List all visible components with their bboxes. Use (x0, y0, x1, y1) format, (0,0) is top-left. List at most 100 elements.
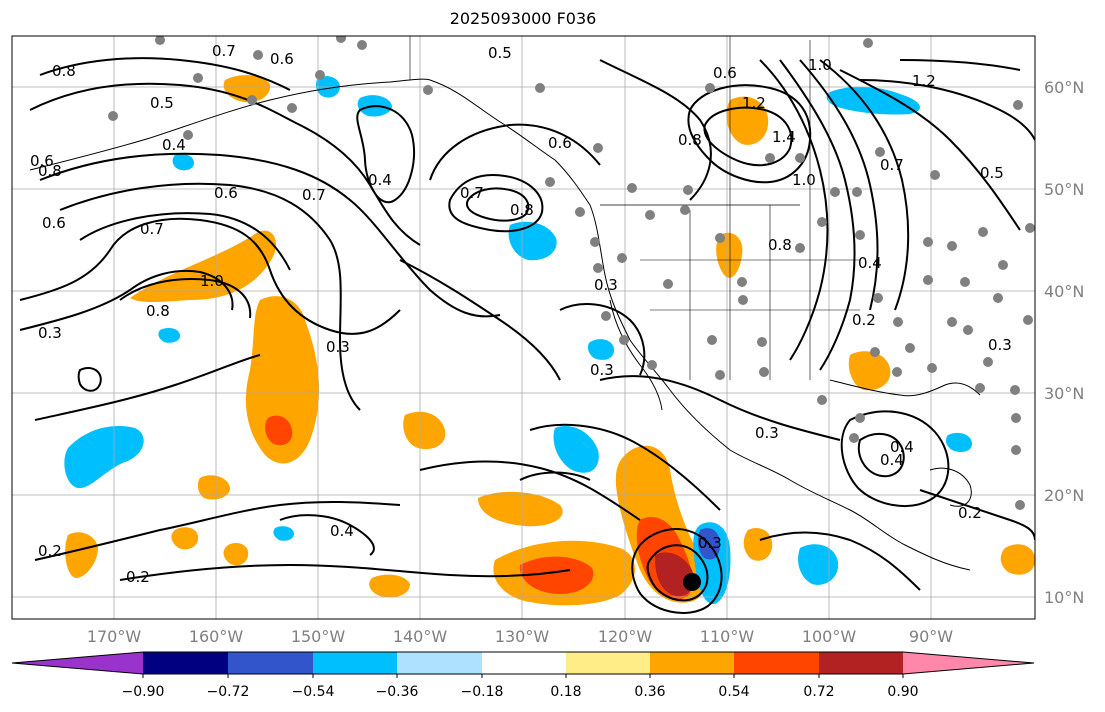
station-dot (852, 187, 862, 197)
contour-label: 0.8 (52, 62, 76, 80)
station-dot (927, 363, 937, 373)
lon-label: 150°W (291, 627, 346, 646)
map-title: 2025093000 F036 (449, 9, 597, 28)
station-dots (108, 36, 1035, 510)
lon-label: 170°W (87, 627, 142, 646)
colorbar-extend-right (903, 652, 1034, 674)
anomaly-area (197, 475, 230, 500)
contour-label: 0.8 (146, 302, 170, 320)
lon-label: 120°W (598, 627, 653, 646)
anomaly-area (1000, 544, 1035, 575)
yucatan-coast (929, 467, 972, 507)
station-dot (545, 177, 555, 187)
lon-label: 90°W (909, 627, 953, 646)
contour-label: 0.8 (678, 131, 702, 149)
contour-label: 0.4 (890, 438, 914, 456)
station-dot (108, 111, 118, 121)
contour-label: 0.4 (162, 136, 186, 154)
longitude-labels: 170°W 160°W 150°W 140°W 130°W 120°W 110°… (87, 627, 953, 646)
contour-labels: 0.8 0.7 0.6 0.5 0.4 0.5 0.6 1.0 1.2 0.6 … (30, 42, 1012, 586)
baja-coast (609, 299, 663, 411)
station-dot (923, 237, 933, 247)
lat-label: 10°N (1044, 588, 1084, 607)
anomaly-area (130, 230, 277, 302)
latitude-labels: 60°N 50°N 40°N 30°N 20°N 10°N (1044, 78, 1084, 607)
station-dot (759, 367, 769, 377)
contour-label: 0.2 (126, 568, 150, 586)
lon-label: 130°W (495, 627, 550, 646)
station-dot (930, 170, 940, 180)
lat-label: 30°N (1044, 384, 1084, 403)
colorbar-tick-label: 0.18 (550, 684, 581, 700)
station-dot (1015, 500, 1025, 510)
negative-anomaly-shading (64, 76, 972, 605)
station-dot (873, 293, 883, 303)
contour-label: 0.3 (755, 424, 779, 442)
contour-label: 0.6 (42, 214, 66, 232)
contour-label: 0.7 (302, 186, 326, 204)
station-dot (738, 295, 748, 305)
station-dot (830, 187, 840, 197)
station-dot (715, 233, 725, 243)
lat-label: 40°N (1044, 282, 1084, 301)
station-dot (817, 217, 827, 227)
contour-label: 1.2 (742, 94, 766, 112)
station-dot (978, 227, 988, 237)
contour-label: 0.3 (698, 534, 722, 552)
contour-label: 0.3 (594, 276, 618, 294)
station-dot (975, 383, 985, 393)
anomaly-area (826, 86, 921, 115)
contour-label: 0.6 (270, 50, 294, 68)
station-dot (960, 277, 970, 287)
colorbar-tick-label: −0.90 (122, 684, 165, 700)
lon-label: 160°W (189, 627, 244, 646)
map-background (12, 36, 1035, 619)
colorbar-segment (313, 652, 397, 674)
station-dot (535, 83, 545, 93)
lon-label: 110°W (700, 627, 755, 646)
contour-label: 0.3 (326, 338, 350, 356)
station-dot (892, 367, 902, 377)
anomaly-area (587, 339, 614, 360)
station-dot (683, 185, 693, 195)
contour-label: 1.2 (912, 72, 936, 90)
station-dot (287, 103, 297, 113)
station-dot (590, 237, 600, 247)
contour-label: 0.5 (980, 164, 1004, 182)
station-dot (193, 73, 203, 83)
colorbar-segment (482, 652, 566, 674)
anomaly-area (64, 426, 144, 489)
station-dot (795, 243, 805, 253)
contour-label: 0.6 (548, 134, 572, 152)
anomaly-area (553, 426, 599, 473)
contour-label: 0.6 (214, 184, 238, 202)
contour-lines (19, 57, 1035, 614)
contour-label: 0.3 (38, 324, 62, 342)
colorbar-segment (228, 652, 313, 674)
colorbar-tick-label: −0.72 (207, 684, 250, 700)
anomaly-area (172, 153, 194, 171)
station-dot (849, 433, 859, 443)
station-dot (619, 335, 629, 345)
station-dot (707, 335, 717, 345)
colorbar-segment (650, 652, 734, 674)
anomaly-area (158, 328, 180, 343)
colorbar-tick-label: −0.18 (461, 684, 504, 700)
gulf-coast (829, 379, 981, 397)
contour-label: 0.8 (768, 236, 792, 254)
station-dot (663, 279, 673, 289)
station-dot (601, 311, 611, 321)
station-dot (647, 360, 657, 370)
station-dot (627, 183, 637, 193)
contour-label: 0.5 (488, 44, 512, 62)
contour-label: 0.7 (880, 156, 904, 174)
anomaly-area (478, 491, 563, 527)
colorbar-tick-label: 0.72 (803, 684, 834, 700)
station-dot (863, 38, 873, 48)
station-dot (155, 36, 165, 45)
station-dot (947, 317, 957, 327)
contour-label: 1.0 (200, 272, 224, 290)
contour-label: 0.2 (38, 542, 62, 560)
contour-label: 0.8 (38, 162, 62, 180)
